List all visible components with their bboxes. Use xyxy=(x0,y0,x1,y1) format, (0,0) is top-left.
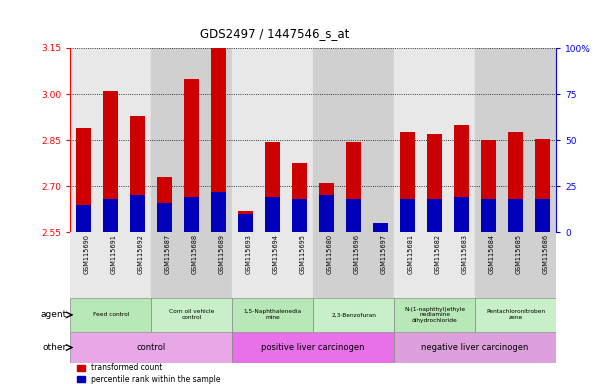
Bar xyxy=(535,139,550,232)
Text: GSM115691: GSM115691 xyxy=(111,233,117,273)
Bar xyxy=(152,232,232,298)
Bar xyxy=(211,192,226,232)
Bar xyxy=(76,205,91,232)
Bar xyxy=(211,8,226,232)
Text: GSM115690: GSM115690 xyxy=(84,233,90,274)
Bar xyxy=(427,199,442,232)
Bar xyxy=(70,48,151,232)
Text: GSM115696: GSM115696 xyxy=(354,233,360,274)
Bar xyxy=(185,79,199,232)
Text: N-(1-naphthyl)ethyle
nediamine
dihydrochloride: N-(1-naphthyl)ethyle nediamine dihydroch… xyxy=(404,306,465,323)
Bar xyxy=(103,199,118,232)
Bar xyxy=(454,197,469,232)
Bar xyxy=(157,177,172,232)
Text: other: other xyxy=(43,343,67,352)
Text: Feed control: Feed control xyxy=(92,312,129,318)
Text: GSM115692: GSM115692 xyxy=(137,233,144,274)
Bar xyxy=(130,195,145,232)
Bar xyxy=(481,140,496,232)
Bar xyxy=(130,116,145,232)
Text: GSM115683: GSM115683 xyxy=(461,233,467,274)
Text: GSM115695: GSM115695 xyxy=(299,233,306,274)
Text: GSM115680: GSM115680 xyxy=(327,233,332,274)
Bar xyxy=(481,199,496,232)
Text: GSM115693: GSM115693 xyxy=(246,233,252,273)
Bar xyxy=(535,199,550,232)
Bar xyxy=(76,128,91,232)
Bar xyxy=(238,211,253,232)
Bar xyxy=(103,91,118,232)
Bar xyxy=(265,197,280,232)
Text: Corn oil vehicle
control: Corn oil vehicle control xyxy=(169,310,214,320)
Legend: transformed count, percentile rank within the sample: transformed count, percentile rank withi… xyxy=(74,360,224,384)
Text: GSM115682: GSM115682 xyxy=(434,233,441,274)
Bar xyxy=(454,125,469,232)
Bar xyxy=(475,298,556,332)
Bar xyxy=(232,232,313,298)
Bar xyxy=(400,132,415,232)
Bar xyxy=(232,332,394,363)
Bar xyxy=(400,199,415,232)
Bar xyxy=(394,232,475,298)
Bar xyxy=(319,195,334,232)
Text: GSM115697: GSM115697 xyxy=(381,233,387,274)
Text: GSM115681: GSM115681 xyxy=(408,233,414,274)
Text: GSM115686: GSM115686 xyxy=(543,233,549,274)
Bar xyxy=(152,298,232,332)
Text: GSM115685: GSM115685 xyxy=(516,233,522,274)
Text: GSM115689: GSM115689 xyxy=(219,233,225,274)
Bar xyxy=(346,199,361,232)
Bar xyxy=(185,197,199,232)
Text: 1,5-Naphthalenedia
mine: 1,5-Naphthalenedia mine xyxy=(244,310,302,320)
Bar xyxy=(508,132,523,232)
Bar xyxy=(394,298,475,332)
Bar xyxy=(313,298,394,332)
Bar xyxy=(70,232,151,298)
Bar xyxy=(508,199,523,232)
Bar xyxy=(394,332,556,363)
Bar xyxy=(475,232,556,298)
Bar xyxy=(313,232,394,298)
Bar xyxy=(427,134,442,232)
Text: negative liver carcinogen: negative liver carcinogen xyxy=(422,343,529,352)
Bar xyxy=(232,298,313,332)
Text: agent: agent xyxy=(41,310,67,319)
Bar xyxy=(373,231,388,232)
Bar xyxy=(238,214,253,232)
Text: GSM115684: GSM115684 xyxy=(489,233,494,274)
Bar xyxy=(157,203,172,232)
Text: control: control xyxy=(137,343,166,352)
Bar xyxy=(292,163,307,232)
Bar xyxy=(70,332,232,363)
Bar xyxy=(152,48,232,232)
Bar xyxy=(319,183,334,232)
Bar xyxy=(292,199,307,232)
Bar xyxy=(265,142,280,232)
Bar xyxy=(373,223,388,232)
Text: GSM115687: GSM115687 xyxy=(165,233,170,274)
Bar xyxy=(232,48,313,232)
Text: GSM115694: GSM115694 xyxy=(273,233,279,274)
Bar xyxy=(475,48,556,232)
Text: 2,3-Benzofuran: 2,3-Benzofuran xyxy=(331,312,376,318)
Bar xyxy=(70,298,151,332)
Text: GSM115688: GSM115688 xyxy=(192,233,198,274)
Text: GDS2497 / 1447546_s_at: GDS2497 / 1447546_s_at xyxy=(200,27,349,40)
Text: Pentachloronitroben
zene: Pentachloronitroben zene xyxy=(486,310,545,320)
Text: positive liver carcinogen: positive liver carcinogen xyxy=(262,343,365,352)
Bar xyxy=(346,142,361,232)
Bar xyxy=(394,48,475,232)
Bar xyxy=(313,48,394,232)
